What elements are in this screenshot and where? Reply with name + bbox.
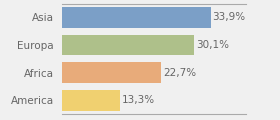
Bar [62,35,194,55]
Text: 33,9%: 33,9% [213,12,246,22]
Bar [62,90,120,111]
Bar [62,7,211,28]
Bar [62,62,162,83]
Text: 30,1%: 30,1% [196,40,229,50]
Text: 13,3%: 13,3% [122,95,155,105]
Text: 22,7%: 22,7% [163,68,196,78]
